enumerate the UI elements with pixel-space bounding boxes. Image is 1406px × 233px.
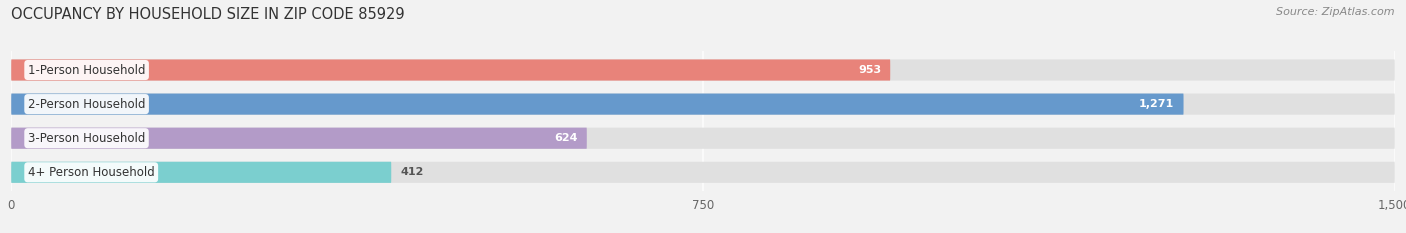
FancyBboxPatch shape xyxy=(11,93,1395,115)
FancyBboxPatch shape xyxy=(11,59,890,81)
Text: 1-Person Household: 1-Person Household xyxy=(28,64,145,76)
FancyBboxPatch shape xyxy=(11,93,1184,115)
Text: 3-Person Household: 3-Person Household xyxy=(28,132,145,145)
FancyBboxPatch shape xyxy=(11,59,1395,81)
FancyBboxPatch shape xyxy=(11,128,586,149)
FancyBboxPatch shape xyxy=(11,162,1395,183)
Text: 2-Person Household: 2-Person Household xyxy=(28,98,145,111)
FancyBboxPatch shape xyxy=(11,128,1395,149)
FancyBboxPatch shape xyxy=(11,162,391,183)
Text: OCCUPANCY BY HOUSEHOLD SIZE IN ZIP CODE 85929: OCCUPANCY BY HOUSEHOLD SIZE IN ZIP CODE … xyxy=(11,7,405,22)
Text: 624: 624 xyxy=(554,133,578,143)
Text: 1,271: 1,271 xyxy=(1139,99,1174,109)
Text: Source: ZipAtlas.com: Source: ZipAtlas.com xyxy=(1277,7,1395,17)
Text: 953: 953 xyxy=(858,65,882,75)
Text: 4+ Person Household: 4+ Person Household xyxy=(28,166,155,179)
Text: 412: 412 xyxy=(401,167,423,177)
